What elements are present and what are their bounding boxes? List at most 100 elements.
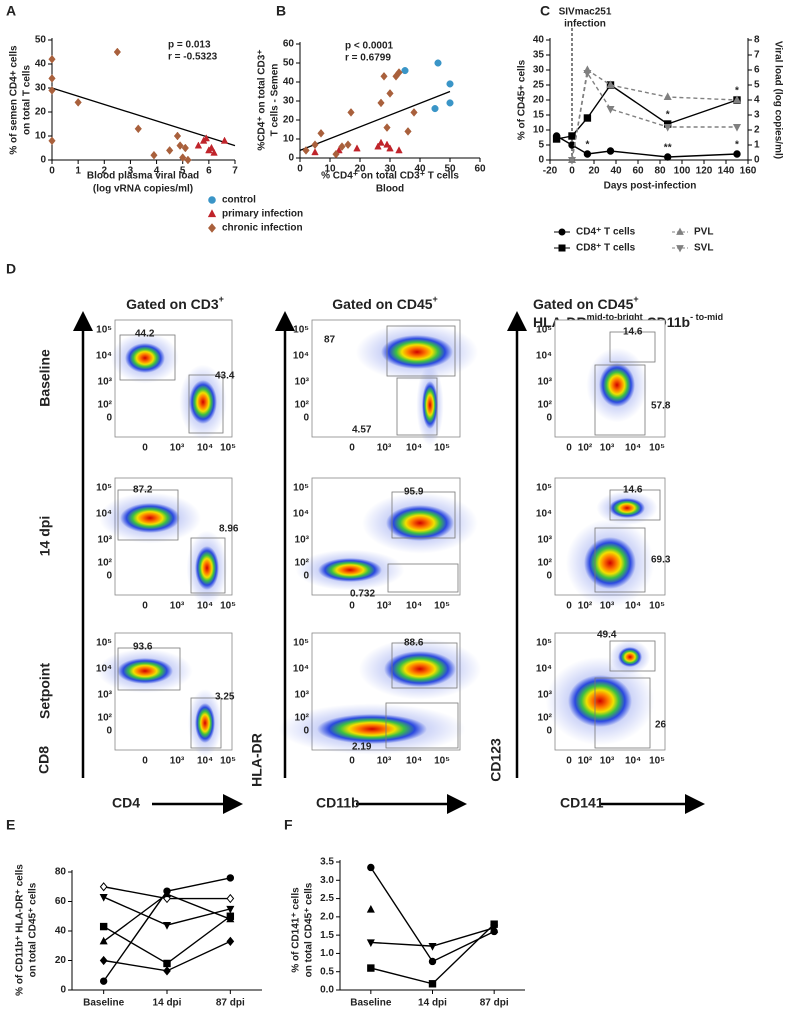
gate — [594, 677, 651, 749]
y-tick-label: 30 — [533, 65, 545, 76]
y-axis-label: HLA-DR — [249, 733, 265, 787]
gate — [609, 489, 661, 521]
marker — [367, 964, 375, 972]
header-text: mid-to-bright — [587, 312, 643, 322]
header-text: + — [433, 294, 438, 304]
marker — [226, 905, 235, 914]
marker — [583, 150, 592, 158]
y2-axis-label: Viral load (log copies/ml) — [772, 41, 783, 159]
density-core — [195, 703, 215, 743]
y-tick-label: 0 — [106, 726, 112, 737]
density-core — [384, 651, 456, 687]
marker — [134, 124, 142, 134]
gate — [594, 364, 646, 436]
marker — [732, 123, 742, 132]
marker — [380, 71, 388, 81]
y-tick-label: 0.5 — [320, 966, 334, 977]
y-tick-label: 1.0 — [320, 948, 334, 959]
marker — [552, 135, 561, 143]
marker — [377, 138, 385, 146]
annotation: SIVmac251 — [559, 7, 612, 18]
density-core — [120, 503, 180, 533]
marker — [377, 98, 385, 108]
y-tick-label: 10³ — [538, 690, 553, 701]
x-tick-label: 20 — [588, 166, 600, 177]
marker — [404, 127, 412, 136]
gate — [387, 563, 459, 593]
x-axis-label: Days post-infection — [604, 181, 697, 192]
annotation: r = 0.6799 — [345, 53, 391, 64]
marker — [207, 143, 216, 151]
x-tick-label: 160 — [740, 166, 757, 177]
y-tick-label: 20 — [283, 115, 295, 126]
x-tick-label: 0 — [566, 443, 572, 454]
x-tick-label: 10³ — [600, 756, 615, 767]
significance-label: ** — [664, 143, 672, 154]
x-tick-label: 80 — [654, 166, 666, 177]
gate — [391, 642, 458, 689]
column-header: Gated on CD3+ — [126, 294, 224, 311]
y-tick-label: 0 — [106, 571, 112, 582]
legend-label: SVL — [694, 243, 713, 254]
y-tick-label: 10⁵ — [96, 325, 112, 336]
marker — [48, 54, 56, 64]
gate-percent: 44.2 — [135, 329, 155, 340]
marker — [663, 92, 672, 101]
y-tick-label: 0 — [303, 726, 309, 737]
y-tick-label: 60 — [283, 39, 295, 50]
density-core — [117, 658, 173, 684]
x-tick-label: 10⁴ — [406, 601, 422, 612]
panel-letter: F — [284, 817, 293, 833]
x-tick-label: 10⁴ — [197, 601, 213, 612]
x-tick-label: 10² — [578, 443, 593, 454]
y-tick-label: 10 — [283, 134, 295, 145]
y-tick-label: 20 — [533, 95, 545, 106]
x-tick-label: 5 — [180, 166, 186, 177]
y-tick-label: 10⁵ — [293, 638, 309, 649]
marker — [567, 156, 577, 165]
marker — [317, 128, 325, 138]
y-tick-label: 40 — [283, 77, 295, 88]
marker — [226, 936, 235, 946]
y2-tick-label: 8 — [754, 35, 760, 46]
density-core — [195, 546, 219, 590]
density-core — [599, 363, 635, 407]
x-tick-label: 10⁵ — [220, 756, 236, 767]
y-tick-label: 10³ — [98, 690, 113, 701]
y-axis-label: on total T cells — [22, 65, 33, 135]
marker — [558, 244, 566, 252]
y-tick-label: 2.0 — [320, 911, 334, 922]
marker — [99, 922, 108, 931]
x-tick-label: 14 dpi — [153, 998, 182, 1009]
gate-percent: 2.19 — [352, 742, 372, 753]
x-tick-label: 10⁵ — [649, 756, 665, 767]
marker — [184, 155, 192, 165]
y-tick-label: 0 — [538, 155, 544, 166]
x-tick-label: 10³ — [170, 443, 185, 454]
x-tick-label: 10⁴ — [197, 756, 213, 767]
gate-percent: 14.6 — [623, 327, 643, 338]
significance-label: * — [735, 86, 739, 97]
significance-label: * — [735, 140, 739, 151]
marker — [606, 105, 615, 114]
gate — [386, 325, 456, 377]
marker — [179, 153, 187, 162]
annotation: r = -0.5323 — [168, 52, 218, 63]
marker — [207, 209, 217, 218]
x-tick-label: 1 — [75, 166, 81, 177]
marker — [176, 141, 184, 150]
y-axis-label: %CD4⁺ on total CD3⁺ — [257, 49, 268, 150]
x-tick-label: 10⁴ — [406, 756, 422, 767]
annotation: p < 0.0001 — [345, 41, 394, 52]
y-tick-label: 10⁵ — [96, 483, 112, 494]
marker — [583, 69, 592, 78]
marker — [374, 142, 382, 150]
y-tick-label: 10⁴ — [536, 509, 552, 520]
gate — [391, 491, 456, 539]
marker — [446, 99, 454, 107]
marker — [163, 893, 171, 904]
y-tick-label: 10³ — [98, 535, 113, 546]
x-tick-label: 0 — [349, 601, 355, 612]
x-tick-label: 10² — [578, 756, 593, 767]
